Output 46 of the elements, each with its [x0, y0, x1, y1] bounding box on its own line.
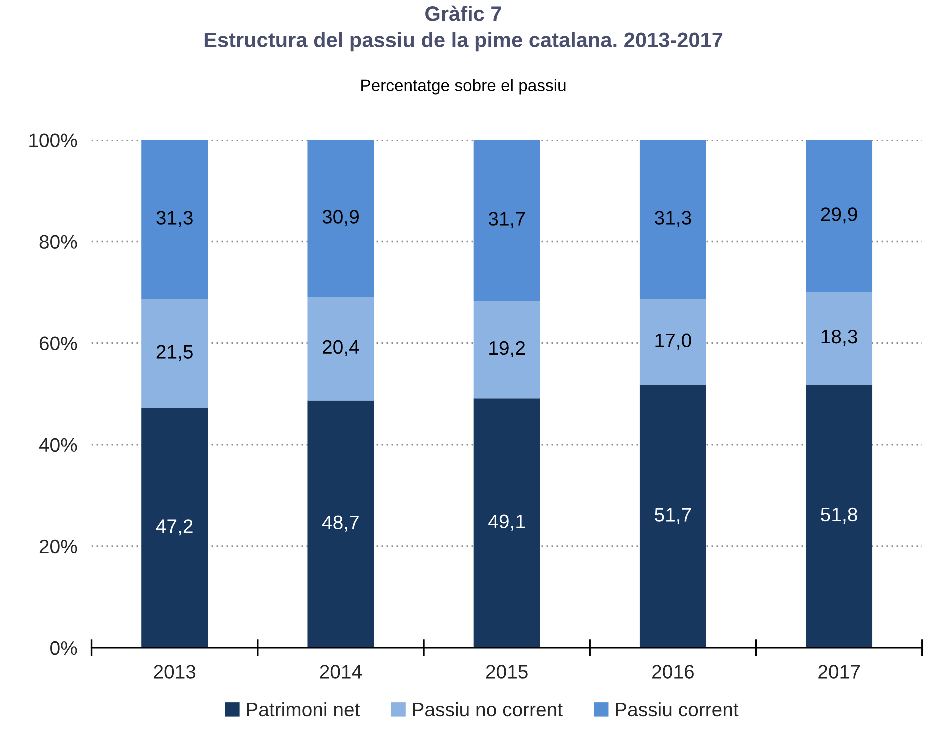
bar	[142, 140, 208, 300]
chart-subtitle: Percentatge sobre el passiu	[362, 79, 566, 95]
data-label: 31,3	[655, 211, 692, 228]
x-tick-label: 2013	[154, 665, 196, 679]
bar	[142, 299, 208, 408]
bar	[308, 400, 374, 648]
data-label: 21,5	[156, 345, 193, 362]
legend-label: Patrimoni net	[247, 702, 360, 717]
data-label: 51,8	[821, 508, 858, 524]
data-label: 19,2	[490, 341, 526, 358]
bar	[142, 408, 208, 648]
bar	[806, 140, 873, 292]
x-tick-label: 2016	[652, 665, 694, 679]
y-tick-label: 0%	[50, 641, 78, 656]
data-label: 17,0	[656, 334, 692, 350]
data-label: 48,7	[322, 516, 359, 532]
data-label: 47,2	[156, 520, 193, 536]
y-tick-label: 60%	[40, 336, 78, 351]
bar	[806, 384, 873, 648]
data-label: 31,7	[488, 212, 526, 228]
bar	[308, 297, 374, 401]
bar	[474, 301, 540, 399]
legend-label: Passiu corrent	[616, 702, 739, 717]
y-tick-label: 20%	[40, 540, 78, 554]
data-label: 49,1	[488, 514, 526, 531]
bar	[806, 292, 873, 385]
y-tick-label: 40%	[39, 438, 78, 452]
x-tick-label: 2015	[486, 665, 528, 679]
x-tick-label: 2014	[320, 665, 362, 679]
data-label: 20,4	[323, 340, 360, 356]
data-label: 29,9	[821, 208, 858, 224]
data-label: 51,7	[655, 508, 692, 524]
bar	[474, 398, 540, 648]
legend-label: Passiu no corrent	[413, 702, 563, 717]
bar	[308, 140, 374, 298]
bar	[474, 140, 540, 302]
x-tick-label: 2017	[818, 665, 860, 679]
chart-title: Gràfic 7 Estructura del passiu de la pime catalana. 2013-2017	[204, 6, 723, 52]
data-label: 18,3	[822, 330, 858, 346]
bar	[640, 140, 706, 300]
bar	[640, 385, 706, 648]
data-label: 31,3	[156, 211, 193, 228]
y-tick-label: 80%	[40, 235, 78, 250]
y-tick-label: 100%	[30, 134, 78, 148]
bar	[640, 299, 706, 386]
data-label: 30,9	[322, 210, 359, 226]
